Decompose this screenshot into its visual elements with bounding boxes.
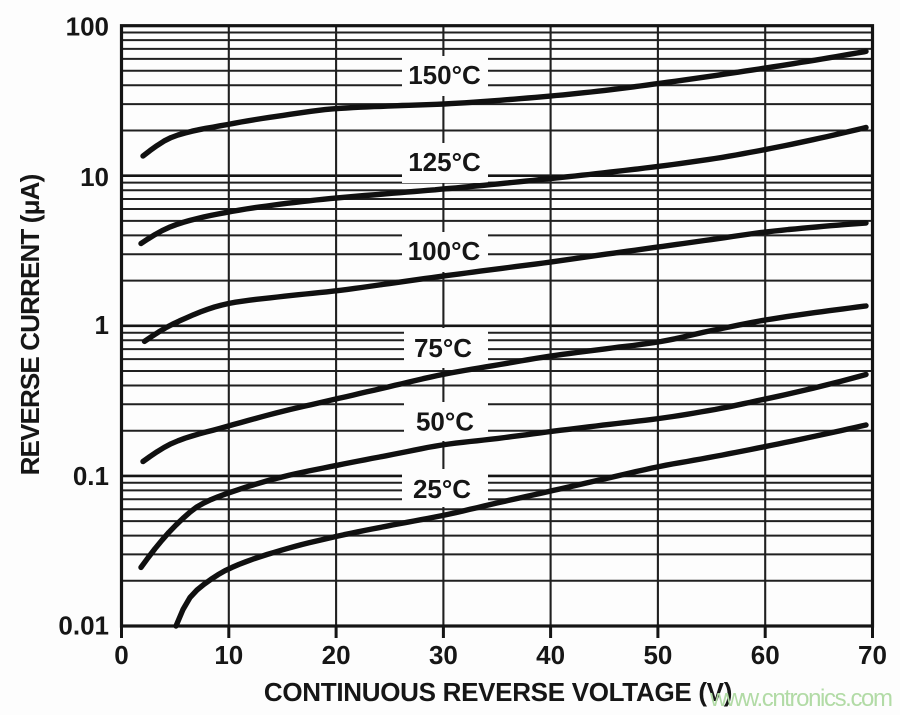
svg-text:0: 0 [114,640,128,670]
svg-text:100°C: 100°C [408,236,481,266]
svg-text:10: 10 [214,640,243,670]
svg-text:125°C: 125°C [408,147,481,177]
svg-text:REVERSE CURRENT (μA): REVERSE CURRENT (μA) [15,174,45,475]
svg-text:60: 60 [751,640,780,670]
svg-text:0.01: 0.01 [58,611,109,641]
svg-text:150°C: 150°C [408,60,481,90]
svg-text:50°C: 50°C [416,407,474,437]
svg-text:10: 10 [80,162,109,192]
svg-text:www.cntronics.com: www.cntronics.com [709,685,892,712]
svg-text:1: 1 [95,310,109,340]
svg-text:75°C: 75°C [414,333,472,363]
svg-text:CONTINUOUS REVERSE VOLTAGE (V): CONTINUOUS REVERSE VOLTAGE (V) [264,677,732,707]
svg-text:0.1: 0.1 [73,461,109,491]
svg-text:25°C: 25°C [413,474,471,504]
svg-text:40: 40 [536,640,565,670]
svg-text:100: 100 [66,12,109,42]
svg-text:20: 20 [322,640,351,670]
svg-text:70: 70 [858,640,887,670]
svg-text:50: 50 [643,640,672,670]
svg-text:30: 30 [429,640,458,670]
